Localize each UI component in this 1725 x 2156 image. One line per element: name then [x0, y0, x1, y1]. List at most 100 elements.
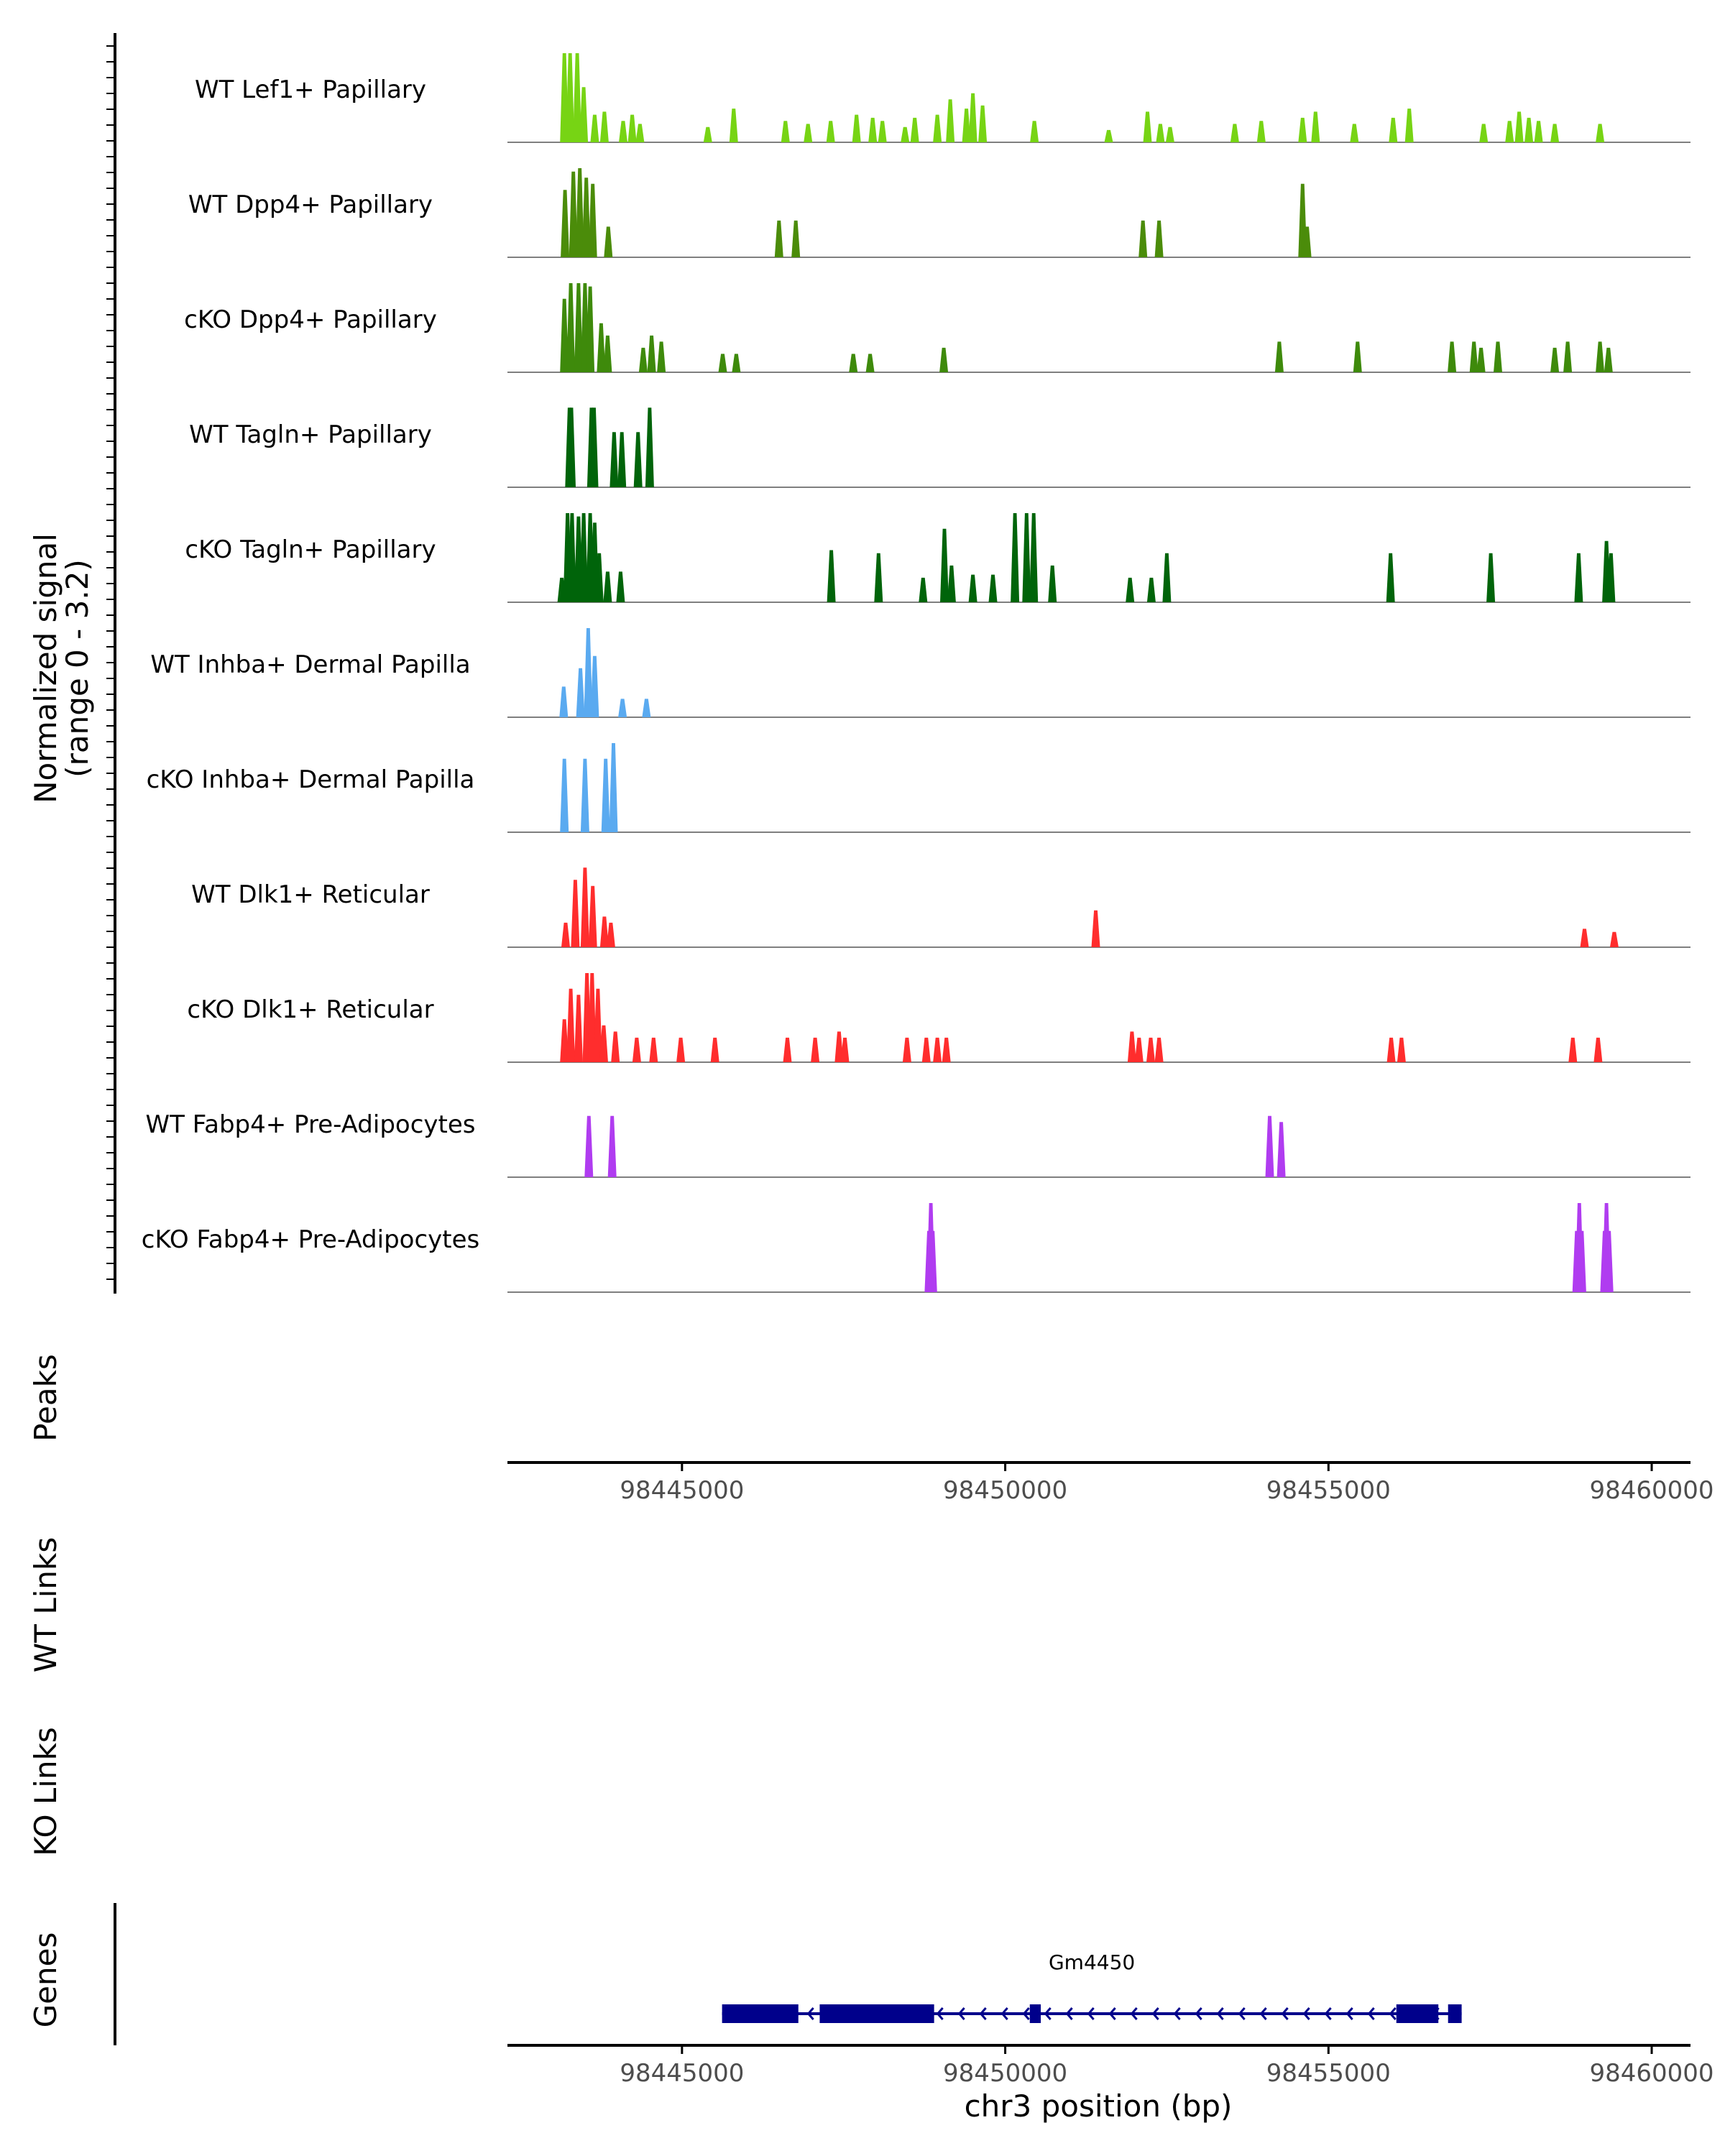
coverage-peak	[567, 407, 576, 487]
coverage-peak	[599, 916, 609, 947]
coverage-peak	[611, 1031, 620, 1062]
coverage-peak	[588, 885, 597, 947]
coverage-peak	[1486, 553, 1496, 602]
coverage-peak	[561, 922, 570, 947]
track-label: cKO Inhba+ Dermal Papilla	[147, 765, 475, 794]
coverage-peak	[594, 553, 604, 602]
coverage-peak	[579, 513, 589, 602]
x-axis-title: chr3 position (bp)	[965, 2088, 1233, 2124]
x-axis-genes-tick-label: 98455000	[1266, 2059, 1391, 2088]
coverage-peak	[1596, 341, 1605, 372]
strand-arrow	[806, 2007, 814, 2020]
coverage-peak	[921, 1037, 931, 1062]
coverage-peak	[1476, 347, 1486, 372]
track-label: WT Tagln+ Papillary	[189, 420, 432, 449]
coverage-peak	[811, 1037, 820, 1062]
coverage-peak	[581, 178, 591, 257]
coverage-peak	[584, 1115, 594, 1177]
coverage-peak	[1404, 109, 1414, 142]
x-axis-peaks-tick-label: 98455000	[1266, 1476, 1391, 1505]
coverage-peak	[791, 220, 801, 257]
coverage-peak	[560, 298, 569, 372]
coverage-peak	[1386, 1037, 1396, 1062]
coverage-peak	[610, 432, 619, 487]
coverage-peak	[1230, 124, 1239, 142]
coverage-peak	[1596, 124, 1605, 142]
coverage-peak	[599, 111, 609, 142]
coverage-peak	[781, 121, 790, 142]
coverage-peak	[1563, 341, 1573, 372]
strand-arrow	[1065, 2007, 1073, 2020]
coverage-peak	[1534, 121, 1543, 142]
coverage-peak	[1091, 910, 1100, 947]
coverage-peak	[1568, 1037, 1578, 1062]
coverage-peak	[1550, 124, 1560, 142]
coverage-peak	[928, 1230, 937, 1292]
signal-axis-label-line-2: (range 0 - 3.2)	[60, 559, 95, 778]
coverage-peak	[617, 432, 627, 487]
coverage-peak	[1514, 111, 1524, 142]
coverage-peak	[1350, 124, 1359, 142]
coverage-peak	[1104, 129, 1113, 142]
coverage-peak	[1448, 341, 1457, 372]
coverage-peak	[1154, 1037, 1164, 1062]
strand-arrow	[1022, 2007, 1030, 2020]
strand-arrow	[1367, 2007, 1375, 2020]
coverage-peak	[603, 571, 612, 602]
coverage-peak	[804, 124, 813, 142]
x-axis-peaks-tick-label: 98460000	[1590, 1476, 1714, 1505]
coverage-peak	[968, 93, 978, 142]
coverage-peak	[718, 354, 727, 372]
coverage-peak	[703, 126, 712, 142]
coverage-peak	[575, 168, 584, 257]
strand-arrow	[1151, 2007, 1159, 2020]
coverage-peak	[1604, 347, 1613, 372]
strand-arrow	[1044, 2007, 1052, 2020]
track-label: WT Lef1+ Papillary	[195, 75, 426, 104]
coverage-peak	[946, 99, 955, 142]
coverage-peak	[1593, 1037, 1603, 1062]
strand-arrow	[1259, 2007, 1267, 2020]
coverage-peak	[919, 577, 928, 602]
coverage-peak	[1574, 553, 1583, 602]
coverage-peak	[865, 354, 875, 372]
coverage-peak	[988, 574, 998, 602]
coverage-peak	[902, 1037, 911, 1062]
coverage-peak	[1134, 1037, 1144, 1062]
coverage-peak	[1256, 121, 1266, 142]
coverage-peak	[933, 1037, 942, 1062]
x-axis-peaks-panel: 98445000 98450000 98455000 98460000	[507, 1461, 1714, 1505]
coverage-peak	[633, 432, 643, 487]
strand-arrow	[1173, 2007, 1181, 2020]
coverage-peak	[783, 1037, 792, 1062]
coverage-peak	[584, 628, 593, 717]
track-label: cKO Dlk1+ Reticular	[187, 995, 433, 1024]
coverage-peak	[573, 53, 582, 142]
peaks-panel-label: Peaks	[28, 1354, 63, 1442]
coverage-peak	[588, 183, 597, 257]
track-label: cKO Dpp4+ Papillary	[184, 305, 437, 334]
strand-arrow	[1389, 2007, 1397, 2020]
strand-arrow	[1281, 2007, 1289, 2020]
coverage-peak	[774, 220, 783, 257]
coverage-peak	[647, 335, 656, 372]
coverage-peak	[1146, 1037, 1155, 1062]
coverage-peak	[580, 758, 589, 832]
coverage-peak	[569, 171, 578, 257]
coverage-peak	[601, 758, 610, 832]
coverage-peak	[604, 226, 613, 257]
signal-axis	[106, 33, 116, 1294]
coverage-peak	[1274, 341, 1284, 372]
coverage-peak	[1311, 111, 1320, 142]
coverage-peak	[849, 354, 858, 372]
coverage-peak	[579, 87, 589, 142]
coverage-peak	[729, 109, 738, 142]
coverage-peak	[1127, 1031, 1136, 1062]
strand-arrow	[1000, 2007, 1008, 2020]
coverage-peak	[597, 323, 606, 372]
coverage-peak	[1397, 1037, 1406, 1062]
coverage-peak	[878, 121, 887, 142]
strand-arrow	[1130, 2007, 1138, 2020]
strand-arrow	[1087, 2007, 1095, 2020]
